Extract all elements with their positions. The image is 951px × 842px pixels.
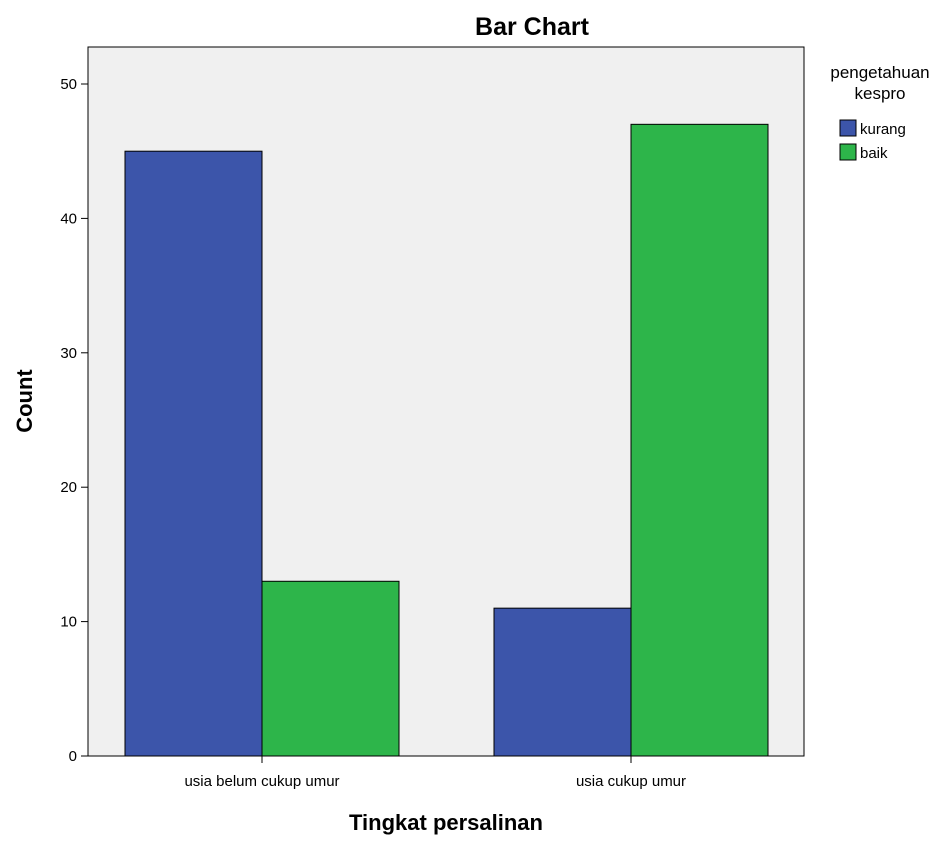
legend-label-baik: baik: [860, 145, 888, 162]
y-axis-title: Count: [12, 369, 37, 433]
y-axis: 0 10 20 30 40 50: [60, 76, 88, 765]
x-tick-label-1: usia cukup umur: [576, 773, 686, 790]
bars-group: [124, 123, 769, 757]
legend-swatch-baik: [839, 143, 857, 161]
y-tick-label-30: 30: [60, 345, 77, 362]
bar-kurang-1: [493, 607, 632, 757]
bar-kurang-0: [124, 150, 263, 757]
legend: pengetahuan kespro kurang baik: [830, 63, 929, 162]
bar-baik-0: [261, 580, 400, 757]
legend-swatch-kurang: [839, 119, 857, 137]
x-axis-title: Tingkat persalinan: [349, 810, 543, 835]
legend-title-line-2: kespro: [854, 84, 905, 103]
y-tick-label-40: 40: [60, 210, 77, 227]
chart-title: Bar Chart: [475, 13, 590, 41]
bar-baik-1: [630, 123, 769, 757]
x-axis: usia belum cukup umur usia cukup umur: [184, 756, 686, 790]
y-tick-label-50: 50: [60, 76, 77, 93]
legend-label-kurang: kurang: [860, 121, 906, 138]
y-tick-label-10: 10: [60, 614, 77, 631]
y-tick-label-20: 20: [60, 479, 77, 496]
x-tick-label-0: usia belum cukup umur: [184, 773, 339, 790]
legend-title-line-1: pengetahuan: [830, 63, 929, 82]
y-tick-label-0: 0: [69, 748, 77, 765]
